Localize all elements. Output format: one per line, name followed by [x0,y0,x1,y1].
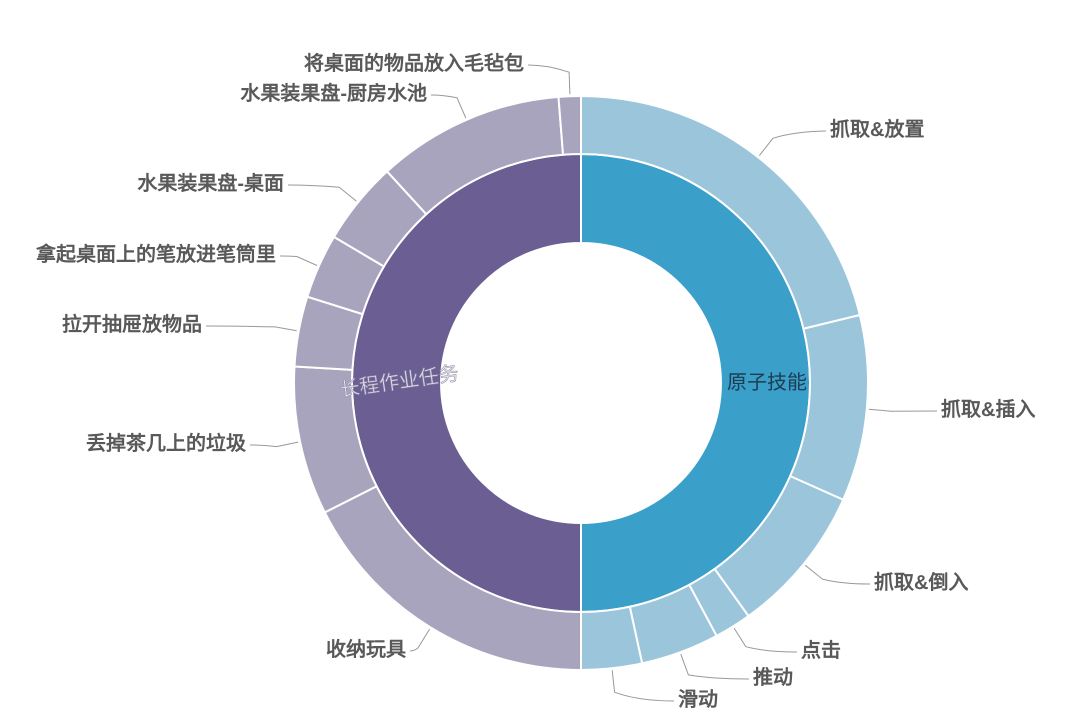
svg-text:拉开抽屉放物品: 拉开抽屉放物品 [62,313,202,336]
svg-text:抓取&插入: 抓取&插入 [941,398,1035,421]
svg-text:原子技能: 原子技能 [727,372,807,394]
svg-text:水果装果盘-桌面: 水果装果盘-桌面 [137,172,284,195]
svg-text:丢掉茶几上的垃圾: 丢掉茶几上的垃圾 [86,432,247,455]
svg-text:收纳玩具: 收纳玩具 [326,638,406,661]
svg-text:抓取&放置: 抓取&放置 [830,118,924,141]
svg-text:滑动: 滑动 [678,689,718,711]
svg-text:将桌面的物品放入毛毡包: 将桌面的物品放入毛毡包 [304,52,524,75]
svg-text:拿起桌面上的笔放进笔筒里: 拿起桌面上的笔放进笔筒里 [35,243,276,266]
svg-text:推动: 推动 [753,666,793,689]
svg-text:点击: 点击 [801,639,841,662]
svg-text:抓取&倒入: 抓取&倒入 [874,571,968,594]
svg-text:水果装果盘-厨房水池: 水果装果盘-厨房水池 [240,82,427,105]
